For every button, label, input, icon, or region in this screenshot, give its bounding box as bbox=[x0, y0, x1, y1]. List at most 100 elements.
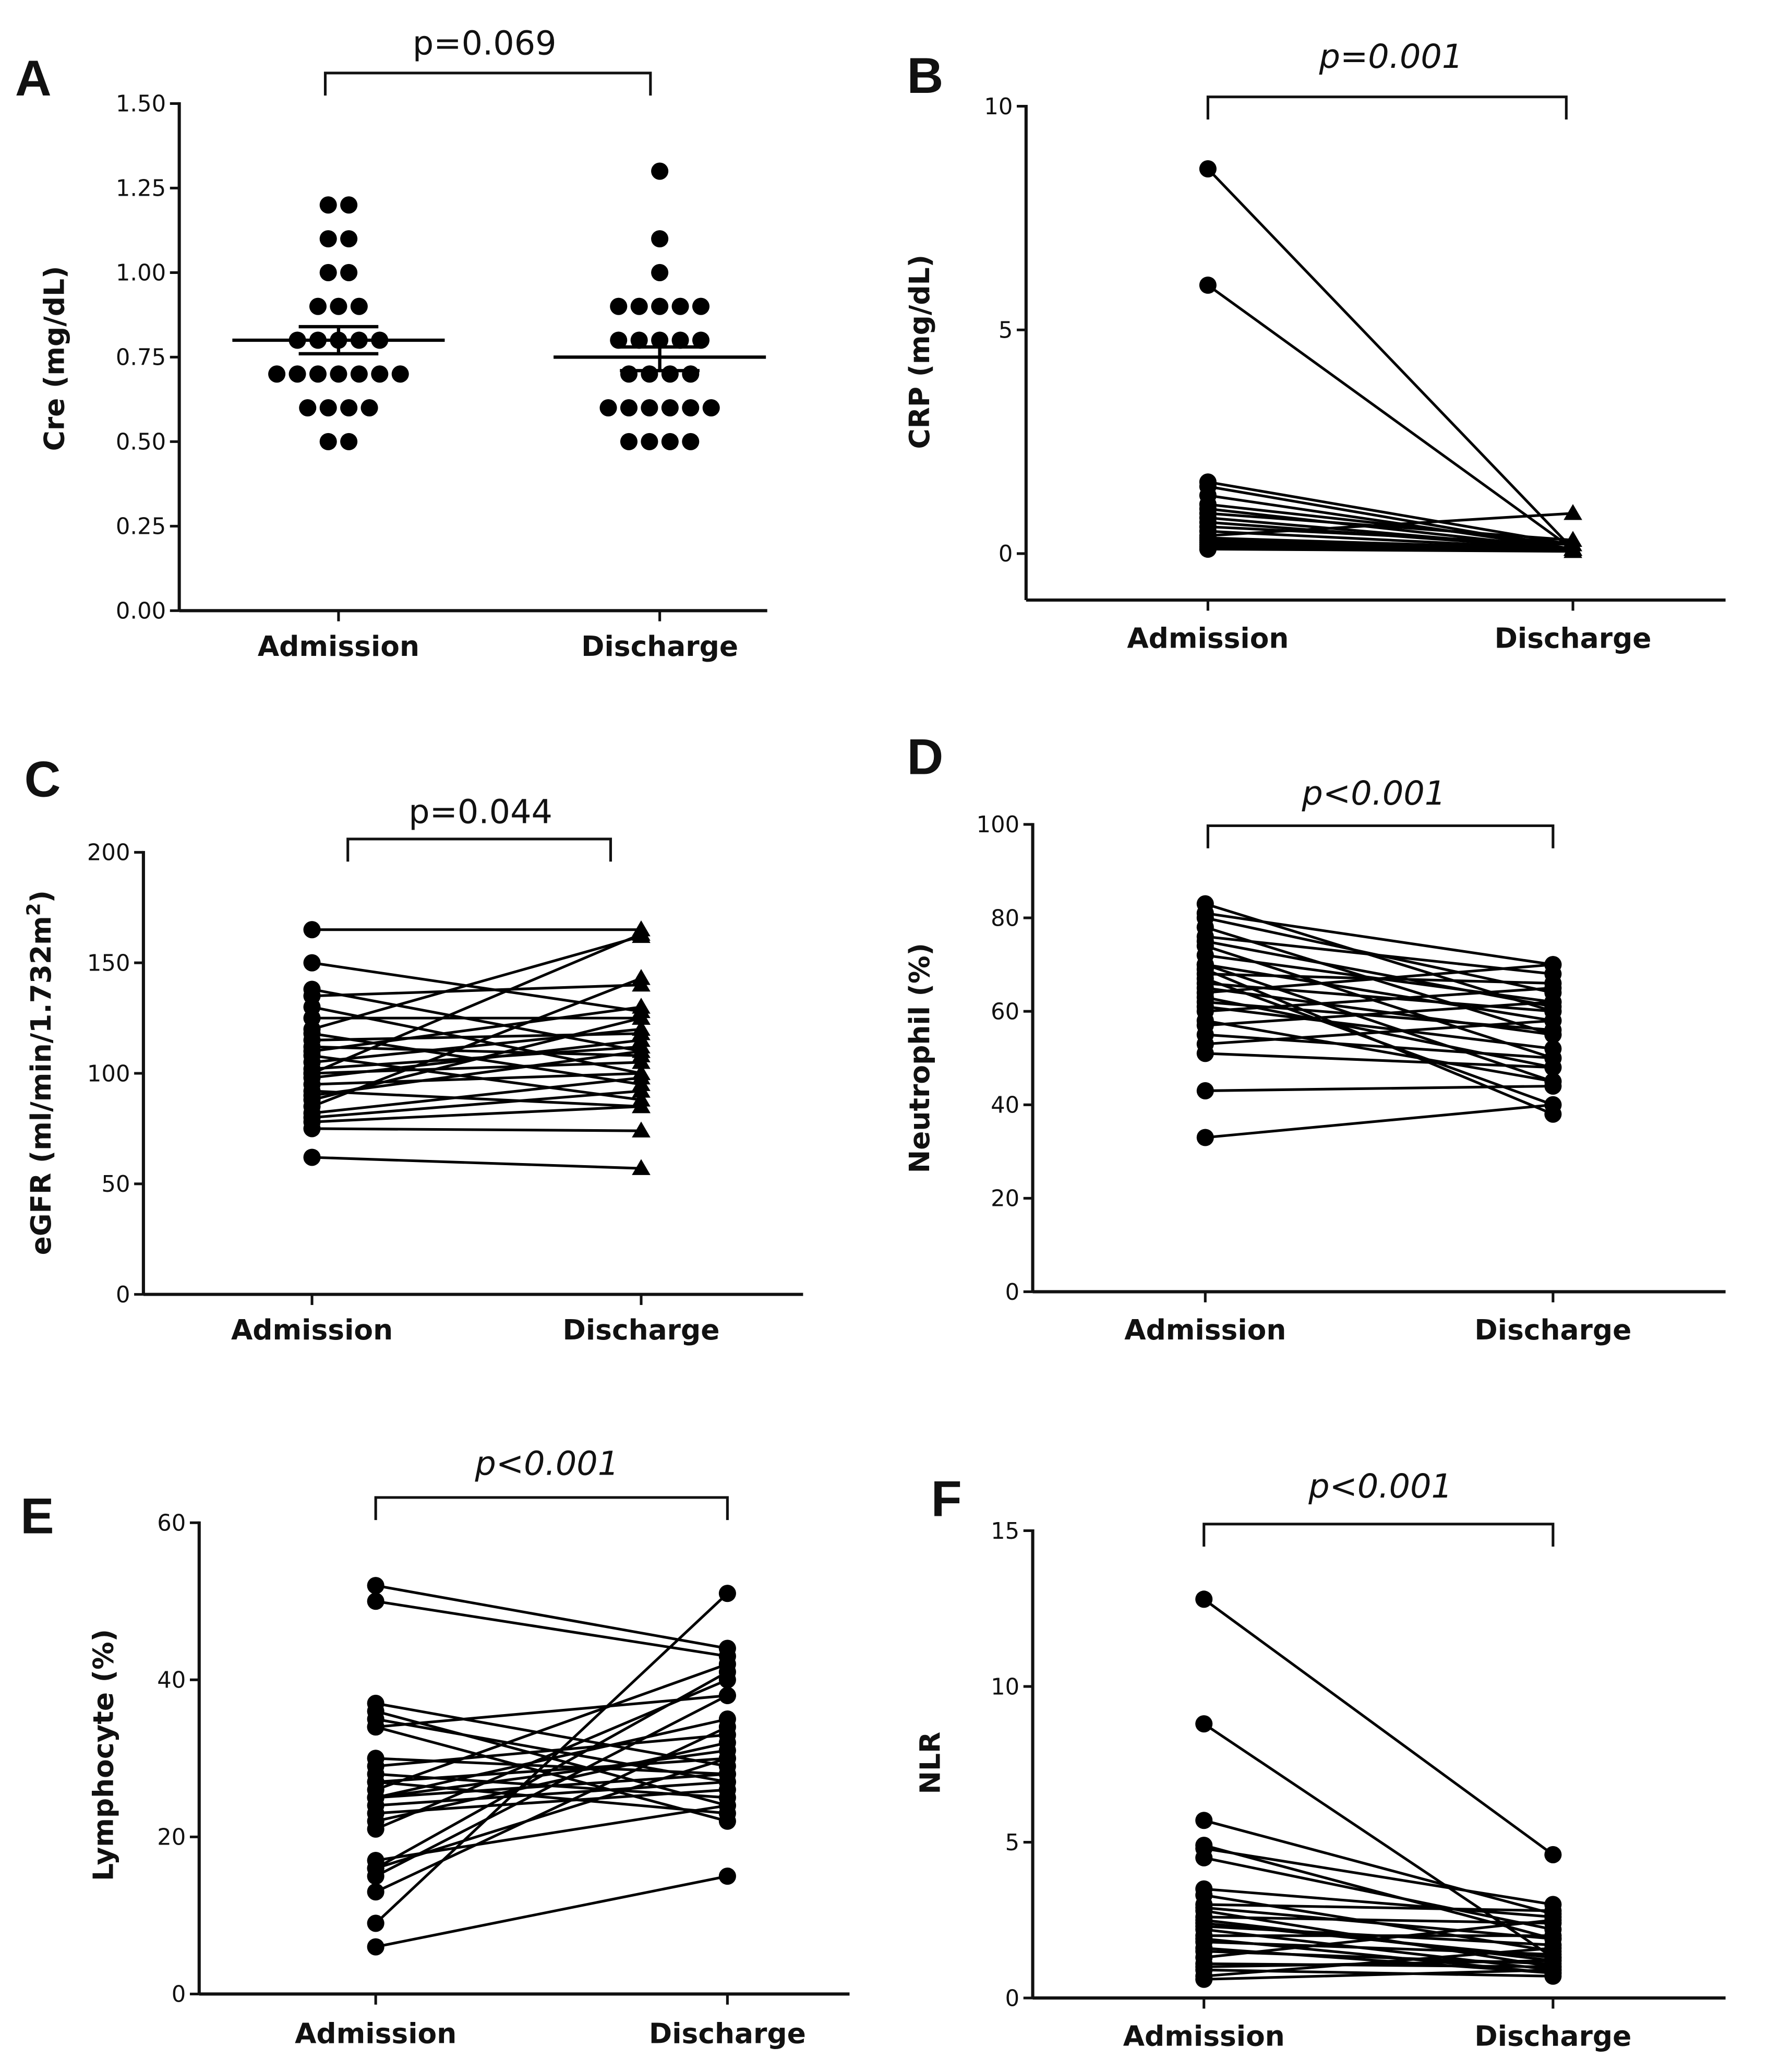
significance-bracket bbox=[374, 1496, 729, 1521]
y-tick-label: 100 bbox=[87, 1061, 130, 1087]
y-tick-label: 40 bbox=[157, 1668, 186, 1694]
y-label-text: CRP (mg/dL) bbox=[903, 255, 936, 449]
admission-point bbox=[303, 921, 321, 939]
y-tick-label: 20 bbox=[991, 1186, 1019, 1212]
pair-line bbox=[1205, 986, 1554, 1013]
y-axis-label: Lymphocyte (%) bbox=[87, 1629, 119, 1881]
pair-line bbox=[311, 1072, 642, 1086]
x-tick-label: Discharge bbox=[581, 630, 738, 663]
x-tick-label: Discharge bbox=[1474, 2020, 1631, 2053]
data-point bbox=[319, 230, 337, 248]
pair-line bbox=[1205, 1000, 1554, 1027]
significance-bracket bbox=[1202, 1523, 1555, 1547]
pair-line bbox=[375, 1694, 728, 1877]
pair-line bbox=[1205, 963, 1554, 1083]
discharge-point bbox=[632, 1020, 651, 1036]
pair-line bbox=[1205, 1052, 1553, 1069]
panel-f: F 0 5 10 15 Admission Discharge NLR p<0.001 bbox=[913, 1467, 1726, 2053]
pair-line bbox=[1205, 1019, 1554, 1046]
pair-line bbox=[375, 1804, 728, 1862]
data-point bbox=[599, 399, 617, 417]
pair-line bbox=[1204, 1887, 1554, 1919]
pair-line bbox=[311, 1045, 642, 1057]
data-point bbox=[340, 264, 358, 281]
panel-b: B 0 5 10 Admission Discharge CRP (mg/dL) p=0.00… bbox=[903, 37, 1726, 655]
y-label-end: ) bbox=[25, 890, 57, 903]
discharge-point bbox=[1544, 1846, 1562, 1863]
panel-label: E bbox=[20, 1488, 54, 1545]
discharge-point bbox=[1544, 1105, 1562, 1123]
x-tick-label: Discharge bbox=[1474, 1313, 1631, 1346]
discharge-point bbox=[632, 1042, 651, 1058]
discharge-point bbox=[718, 1742, 736, 1759]
pair-line bbox=[311, 977, 642, 1108]
y-tick-label: 0 bbox=[1005, 1279, 1020, 1306]
discharge-point bbox=[632, 998, 651, 1014]
significance-bracket bbox=[1206, 824, 1555, 848]
y-tick-label: 0.50 bbox=[116, 429, 166, 456]
pair-line bbox=[1204, 1903, 1553, 1912]
data-point bbox=[391, 365, 409, 383]
data-point bbox=[360, 399, 378, 417]
y-axis-label: CRP (mg/dL) bbox=[903, 255, 936, 449]
y-tick-label: 100 bbox=[977, 812, 1020, 838]
pair-line bbox=[1205, 986, 1554, 1036]
pair-line bbox=[1204, 1959, 1553, 1968]
y-tick-label: 0 bbox=[116, 1282, 130, 1308]
admission-point bbox=[303, 1064, 321, 1082]
data-point bbox=[630, 331, 648, 349]
p-value: p=0.001 bbox=[1319, 37, 1463, 76]
admission-point bbox=[1195, 1880, 1213, 1898]
pair-line bbox=[311, 1076, 642, 1115]
data-point bbox=[288, 365, 306, 383]
y-tick-label: 0 bbox=[172, 1982, 186, 2008]
pair-line bbox=[375, 1780, 728, 1807]
pair-line bbox=[1208, 512, 1573, 537]
panel-c: C 0 50 100 150 200 Admission Discharge eGFR (ml/… bbox=[23, 751, 803, 1346]
admission-point bbox=[1195, 1914, 1213, 1932]
data-point bbox=[651, 297, 669, 315]
y-tick-label: 10 bbox=[984, 94, 1013, 120]
admission-point bbox=[1195, 1930, 1213, 1948]
x-tick-label: Admission bbox=[1124, 1313, 1286, 1346]
pair-line bbox=[375, 1875, 728, 1948]
discharge-point bbox=[632, 1121, 651, 1138]
data-point bbox=[651, 230, 669, 248]
admission-point bbox=[1195, 1899, 1213, 1917]
data-point bbox=[661, 433, 679, 450]
pair-line bbox=[312, 1127, 642, 1132]
pair-line bbox=[1205, 935, 1554, 976]
panel-a: A 0.00 0.25 0.50 0.75 1.00 1.25 1.50 Admission Di… bbox=[15, 23, 767, 663]
pair-line bbox=[1204, 1819, 1554, 1916]
pair-line bbox=[1205, 1084, 1553, 1092]
y-tick-label: 15 bbox=[991, 1518, 1019, 1545]
admission-point bbox=[1196, 961, 1214, 978]
y-label-text: NLR bbox=[913, 1732, 946, 1794]
p-value: p<0.001 bbox=[1302, 774, 1446, 812]
y-tick-label: 20 bbox=[157, 1825, 186, 1851]
pair-line bbox=[375, 1726, 728, 1894]
data-point bbox=[651, 331, 669, 349]
data-point bbox=[641, 433, 658, 450]
admission-point bbox=[367, 1851, 384, 1870]
x-tick-label: Discharge bbox=[649, 2017, 806, 2050]
data-point bbox=[671, 297, 689, 315]
data-point bbox=[692, 331, 710, 349]
pair-line bbox=[1204, 1968, 1553, 1981]
y-tick-label: 1.50 bbox=[116, 91, 166, 117]
data-point bbox=[610, 297, 628, 315]
pair-line bbox=[1205, 1103, 1554, 1139]
y-axis-label: eGFR (ml/min/1.732m2) bbox=[23, 890, 57, 1255]
data-point bbox=[630, 297, 648, 315]
data-point bbox=[641, 399, 658, 417]
data-point bbox=[319, 264, 337, 281]
pair-line bbox=[1203, 1598, 1554, 1856]
data-point bbox=[309, 297, 327, 315]
panel-d: D 0 20 40 60 80 100 Admission Discharge Neutrophi… bbox=[903, 728, 1726, 1346]
discharge-point bbox=[1564, 542, 1582, 558]
pair-line bbox=[311, 1050, 642, 1097]
data-point bbox=[340, 433, 358, 450]
pair-line bbox=[1208, 494, 1573, 550]
discharge-point bbox=[632, 925, 651, 941]
discharge-point bbox=[1544, 1077, 1562, 1095]
